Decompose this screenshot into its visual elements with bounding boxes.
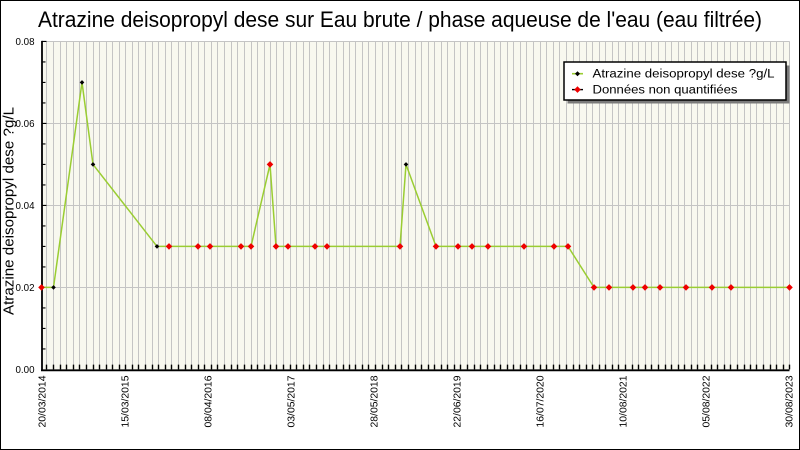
svg-text:22/06/2019: 22/06/2019: [452, 375, 464, 427]
svg-text:Données non quantifiées: Données non quantifiées: [593, 85, 738, 97]
svg-text:0.04: 0.04: [16, 200, 35, 212]
svg-text:Atrazine deisopropyl dese ?g/L: Atrazine deisopropyl dese ?g/L: [593, 69, 776, 81]
svg-text:08/04/2016: 08/04/2016: [203, 375, 215, 427]
svg-text:0.02: 0.02: [16, 282, 35, 294]
svg-text:Atrazine deisopropyl dese sur: Atrazine deisopropyl dese sur Eau brute …: [38, 7, 762, 32]
svg-text:0.06: 0.06: [16, 118, 35, 130]
svg-text:05/08/2022: 05/08/2022: [701, 375, 713, 427]
svg-text:15/03/2015: 15/03/2015: [120, 375, 132, 427]
svg-text:0.08: 0.08: [16, 36, 35, 48]
svg-text:16/07/2020: 16/07/2020: [535, 375, 547, 427]
svg-text:20/03/2014: 20/03/2014: [37, 375, 49, 427]
svg-text:28/05/2018: 28/05/2018: [369, 375, 381, 427]
svg-text:03/05/2017: 03/05/2017: [286, 375, 298, 427]
svg-text:Atrazine deisopropyl dese ?g/L: Atrazine deisopropyl dese ?g/L: [1, 107, 18, 315]
svg-text:0.00: 0.00: [16, 364, 35, 376]
svg-text:30/08/2023: 30/08/2023: [784, 375, 796, 427]
svg-text:10/08/2021: 10/08/2021: [618, 375, 630, 427]
